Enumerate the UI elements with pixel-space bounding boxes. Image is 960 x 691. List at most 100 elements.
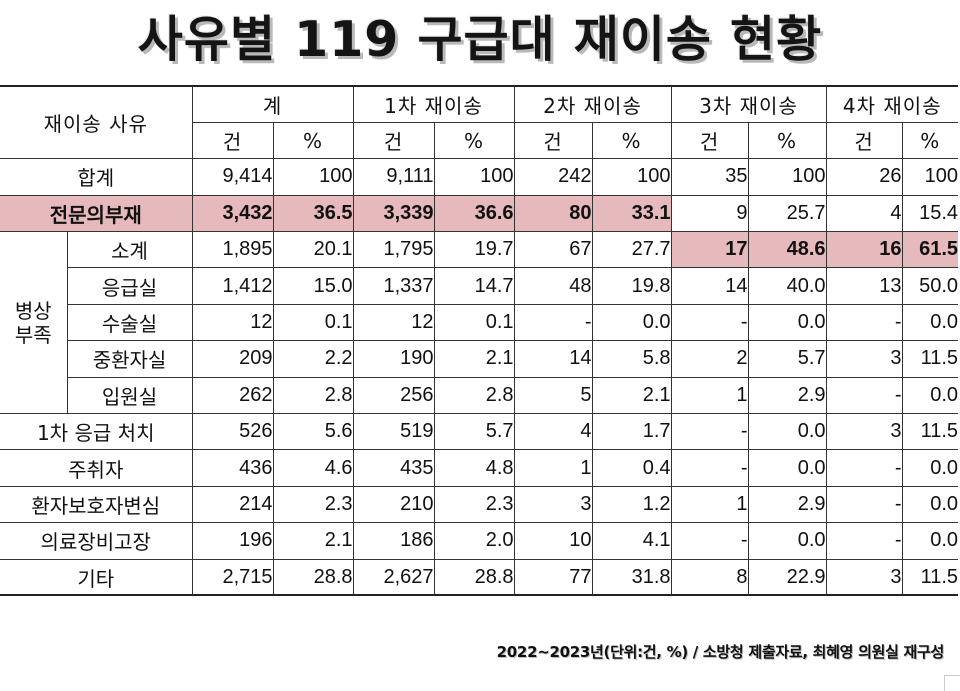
cell-count: 80 — [513, 194, 593, 232]
row-label: 입원실 — [66, 376, 193, 414]
data-table: 재이송 사유 계 1차 재이송 2차 재이송 3차 재이송 4차 재이송 건 %… — [0, 84, 959, 597]
cell-count: 1,337 — [352, 267, 435, 305]
cell-percent: 2.9 — [747, 376, 827, 414]
cell-count: - — [825, 449, 903, 487]
cell-count: 3 — [825, 558, 903, 597]
row-label: 응급실 — [66, 267, 193, 305]
header-unit-count: 건 — [513, 121, 593, 159]
cell-count: 3,432 — [191, 194, 274, 232]
cell-percent: 2.1 — [591, 376, 672, 414]
cell-count: 9 — [670, 194, 749, 232]
header-row-groups: 재이송 사유 계 1차 재이송 2차 재이송 3차 재이송 4차 재이송 — [0, 84, 959, 159]
cell-percent: 5.8 — [591, 340, 672, 378]
table-row: 의료장비고장 196 2.1 186 2.0 10 4.1-0.0-0.0 — [0, 522, 959, 560]
header-unit-percent: % — [901, 121, 959, 159]
cell-count: 242 — [513, 158, 593, 196]
cell-percent: 5.6 — [272, 413, 354, 450]
table-row: 주취자 436 4.6 435 4.8 1 0.4-0.0-0.0 — [0, 449, 959, 487]
cell-count: 190 — [352, 340, 435, 378]
cell-percent: 2.3 — [433, 485, 515, 523]
cell-count: 1 — [670, 376, 749, 414]
cell-percent: 4.8 — [433, 449, 515, 487]
cell-count: 1,795 — [352, 231, 435, 268]
header-unit-percent: % — [747, 121, 827, 159]
cell-percent: 31.8 — [591, 558, 672, 597]
cell-percent: 0.0 — [747, 449, 827, 487]
header-unit-count: 건 — [352, 121, 435, 159]
header-unit-percent: % — [272, 121, 354, 159]
cell-percent: 5.7 — [747, 340, 827, 378]
header-reason: 재이송 사유 — [0, 85, 193, 159]
cell-count: 526 — [191, 413, 274, 450]
cell-count: - — [670, 413, 749, 450]
cell-percent: 28.8 — [433, 558, 515, 597]
cell-percent: 0.0 — [901, 303, 959, 341]
table-row: 기타 2,715 28.8 2,627 28.8 77 31.8 8 22.9 3 11.5 — [0, 558, 959, 597]
cell-percent: 20.1 — [272, 231, 354, 268]
cell-count: 2,715 — [191, 558, 274, 597]
cell-percent: 100 — [272, 158, 354, 196]
cell-percent: 1.7 — [591, 413, 672, 450]
cell-percent: 36.6 — [433, 194, 515, 232]
cell-count: 8 — [670, 558, 749, 597]
source-note: 2022~2023년(단위:건, %) / 소방청 제출자료, 최혜영 의원실 … — [496, 643, 945, 661]
row-label: 기타 — [0, 558, 193, 597]
table-row: 수술실 12 0.1 12 0.1-0.0-0.0-0.0 — [0, 303, 959, 341]
cell-percent: 25.7 — [747, 194, 827, 232]
cell-count: 1,412 — [191, 267, 274, 305]
row-label: 주취자 — [0, 449, 193, 487]
header-unit-percent: % — [433, 121, 515, 159]
cell-count: 77 — [513, 558, 593, 597]
table-row: 환자보호자변심 214 2.3 210 2.3 3 1.2 1 2.9-0.0 — [0, 485, 959, 523]
header-row-units: 건 % 건 % 건 % 건 % 건 % — [0, 121, 959, 159]
cell-percent: 19.8 — [591, 267, 672, 305]
cell-count: - — [825, 485, 903, 523]
row-label: 수술실 — [66, 303, 193, 341]
cell-percent: 14.7 — [433, 267, 515, 305]
cell-count: 35 — [670, 158, 749, 196]
cell-count: 12 — [191, 303, 274, 341]
corner-mark — [944, 675, 960, 691]
cell-count: 10 — [513, 522, 593, 560]
cell-count: 3 — [513, 485, 593, 523]
cell-percent: 0.4 — [591, 449, 672, 487]
cell-count: 16 — [825, 231, 903, 268]
cell-percent: 61.5 — [901, 231, 959, 268]
cell-count: 9,414 — [191, 158, 274, 196]
row-label: 1차 응급 처치 — [0, 413, 193, 450]
cell-percent: 5.7 — [433, 413, 515, 450]
cell-percent: 15.4 — [901, 194, 959, 232]
cell-percent: 36.5 — [272, 194, 354, 232]
header-group-total: 계 — [191, 84, 354, 123]
cell-percent: 15.0 — [272, 267, 354, 305]
cell-count: - — [670, 449, 749, 487]
cell-count: 3 — [825, 340, 903, 378]
cell-count: 1 — [670, 485, 749, 523]
cell-count: 2,627 — [352, 558, 435, 597]
cell-count: 3 — [825, 413, 903, 450]
cell-count: 67 — [513, 231, 593, 268]
table-row: 병상 부족 소계 1,895 20.1 1,795 19.7 67 27.7 17 48.6 16… — [0, 231, 959, 414]
cell-count: 48 — [513, 267, 593, 305]
table-row: 입원실 262 2.8 256 2.8 5 2.1 1 2.9-0.0 — [0, 376, 959, 414]
cell-percent: 100 — [433, 158, 515, 196]
cell-percent: 0.0 — [901, 376, 959, 414]
header-unit-count: 건 — [191, 121, 274, 159]
header-unit-count: 건 — [825, 121, 903, 159]
cell-count: 262 — [191, 376, 274, 414]
cell-percent: 4.1 — [591, 522, 672, 560]
row-label: 소계 — [66, 231, 193, 268]
cell-count: 3,339 — [352, 194, 435, 232]
cell-count: 209 — [191, 340, 274, 378]
cell-percent: 2.1 — [272, 522, 354, 560]
cell-count: 435 — [352, 449, 435, 487]
cell-count: - — [670, 522, 749, 560]
cell-count: 210 — [352, 485, 435, 523]
table-row: 중환자실 209 2.2 190 2.1 14 5.8 2 5.7 3 11.5 — [0, 340, 959, 378]
cell-percent: 0.0 — [901, 485, 959, 523]
row-label: 전문의부재 — [0, 194, 193, 232]
cell-percent: 11.5 — [901, 558, 959, 597]
cell-percent: 48.6 — [747, 231, 827, 268]
cell-percent: 2.1 — [433, 340, 515, 378]
cell-percent: 2.0 — [433, 522, 515, 560]
